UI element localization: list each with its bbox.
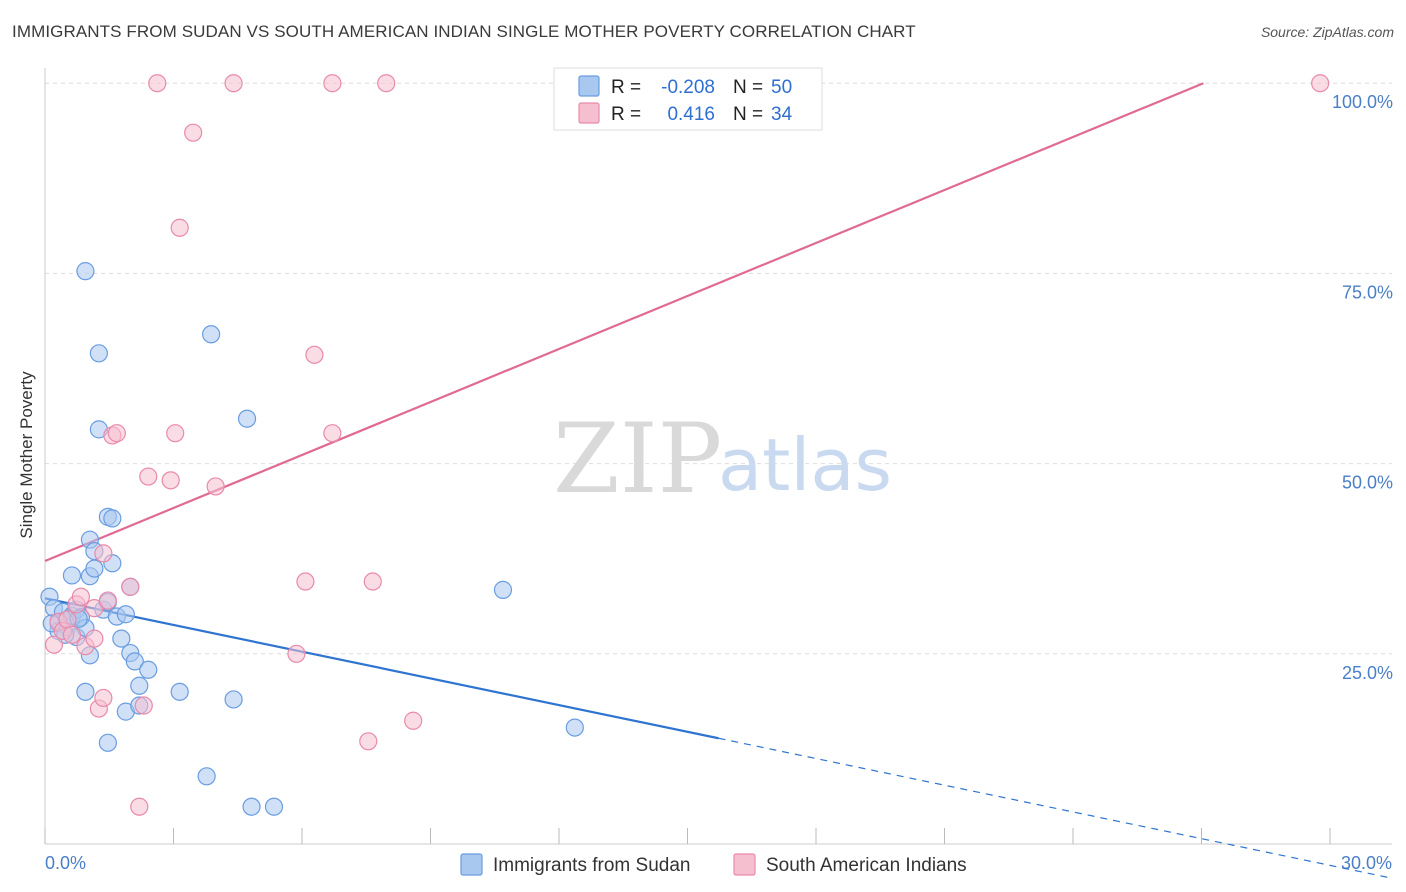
data-point-blue <box>62 566 82 585</box>
y-axis-label: Single Mother Poverty <box>17 371 36 539</box>
watermark-atlas: atlas <box>718 423 892 507</box>
data-point-pink <box>134 696 153 715</box>
legend-n-label-blue: N = <box>733 77 763 98</box>
source-credit: Source: ZipAtlas.com <box>1260 24 1394 40</box>
data-point-blue <box>76 262 95 281</box>
data-point-pink <box>404 711 423 730</box>
x-ticks <box>44 828 1331 844</box>
data-point-pink <box>161 471 180 490</box>
data-point-blue <box>224 690 243 709</box>
y-tick-label-75: 75.0% <box>1342 282 1393 302</box>
y-tick-label-25: 25.0% <box>1342 663 1393 683</box>
series-legend-swatch-pink <box>733 853 756 876</box>
data-point-pink <box>94 544 113 563</box>
data-point-pink <box>94 688 113 708</box>
data-point-pink <box>107 424 126 443</box>
watermark: ZIP atlas <box>553 403 892 515</box>
gridlines <box>45 82 1392 655</box>
trend-lines <box>44 82 1393 879</box>
data-point-pink <box>130 797 149 816</box>
data-point-pink <box>148 74 167 93</box>
data-point-pink <box>44 635 64 654</box>
data-point-blue <box>139 660 158 679</box>
data-point-blue <box>89 344 108 363</box>
series-legend-label-blue: Immigrants from Sudan <box>493 855 690 876</box>
data-point-pink <box>85 629 104 648</box>
legend-r-value-pink: 0.416 <box>667 104 715 125</box>
data-point-pink <box>287 644 306 663</box>
data-point-pink <box>305 345 324 364</box>
data-points <box>40 74 1330 816</box>
legend-n-label-pink: N = <box>733 104 763 125</box>
data-point-blue <box>125 652 144 671</box>
legend-swatch-blue <box>578 75 600 97</box>
data-point-pink <box>377 74 396 93</box>
data-point-pink <box>58 610 77 629</box>
data-point-pink <box>206 477 225 496</box>
data-point-blue <box>112 629 131 648</box>
data-point-pink <box>62 625 82 644</box>
data-point-blue <box>565 718 584 737</box>
axes <box>44 68 1392 845</box>
legend-swatch-pink <box>578 102 600 124</box>
data-point-pink <box>139 467 158 486</box>
legend-n-value-pink: 34 <box>771 104 793 125</box>
data-point-blue <box>130 676 149 695</box>
data-point-blue <box>202 325 221 344</box>
data-point-blue <box>116 605 135 624</box>
data-point-pink <box>363 572 382 591</box>
series-legend-label-pink: South American Indians <box>766 855 967 876</box>
data-point-blue <box>237 409 257 428</box>
legend-r-value-blue: -0.208 <box>661 77 715 98</box>
data-point-pink <box>71 587 91 606</box>
data-point-blue <box>76 682 95 701</box>
data-point-pink <box>296 572 315 591</box>
series-legend-swatch-blue <box>460 853 483 876</box>
x-tick-label-min: 0.0% <box>45 853 86 873</box>
data-point-blue <box>170 682 189 701</box>
y-tick-label-100: 100.0% <box>1332 92 1393 112</box>
data-point-blue <box>264 797 284 816</box>
data-point-pink <box>359 732 378 751</box>
data-point-blue <box>103 509 122 528</box>
legend-r-label-pink: R = <box>611 104 641 125</box>
x-tick-label-max: 30.0% <box>1341 853 1392 873</box>
data-point-pink <box>1311 74 1330 93</box>
data-point-pink <box>323 74 342 93</box>
legend-r-label-blue: R = <box>611 77 641 98</box>
trend-line-blue <box>44 597 719 740</box>
trend-line-extension-blue <box>718 737 1393 879</box>
chart-title: IMMIGRANTS FROM SUDAN VS SOUTH AMERICAN … <box>12 22 916 41</box>
legend-n-value-blue: 50 <box>771 77 792 98</box>
data-point-blue <box>85 559 104 578</box>
data-point-blue <box>98 733 117 752</box>
data-point-blue <box>197 767 216 786</box>
y-tick-label-50: 50.0% <box>1342 473 1393 493</box>
data-point-pink <box>224 74 243 93</box>
y-tick-labels: 25.0% 50.0% 75.0% 100.0% <box>1332 92 1393 683</box>
data-point-blue <box>493 580 513 599</box>
data-point-pink <box>184 123 203 142</box>
data-point-pink <box>166 424 185 443</box>
correlation-legend: R = -0.208 N = 50 R = 0.416 N = 34 <box>553 67 823 131</box>
trend-line-pink <box>44 82 1204 563</box>
data-point-pink <box>121 577 140 596</box>
series-legend: Immigrants from Sudan South American Ind… <box>460 853 967 876</box>
data-point-blue <box>242 797 261 816</box>
data-point-pink <box>98 591 117 610</box>
data-point-pink <box>323 424 342 443</box>
data-point-pink <box>170 218 189 237</box>
watermark-zip: ZIP <box>553 403 722 515</box>
